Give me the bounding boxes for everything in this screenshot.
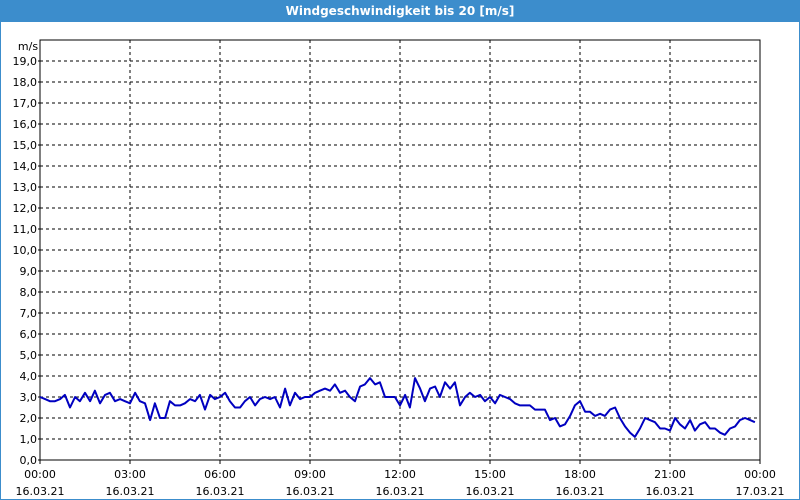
y-tick-label: 15,0 (13, 139, 38, 152)
x-tick-time: 00:00 (24, 468, 56, 481)
x-tick-date: 16.03.21 (556, 485, 605, 498)
y-tick-labels: 0,0 1,0 2,0 3,0 4,0 5,0 6,0 7,0 8,0 9,0 10,0 11,0 12… (13, 55, 40, 467)
y-tick-label: 3,0 (20, 391, 38, 404)
y-tick-label: 9,0 (20, 265, 38, 278)
x-tick-time: 09:00 (294, 468, 326, 481)
y-tick-label: 12,0 (13, 202, 38, 215)
y-tick-label: 4,0 (20, 370, 38, 383)
x-tick-time: 03:00 (114, 468, 146, 481)
y-tick-label: 1,0 (20, 433, 38, 446)
series-layer (39, 377, 756, 438)
x-tick-date: 16.03.21 (286, 485, 335, 498)
x-tick-time: 12:00 (384, 468, 416, 481)
x-tick-date: 16.03.21 (646, 485, 695, 498)
y-tick-label: 6,0 (20, 328, 38, 341)
chart-title: Windgeschwindigkeit bis 20 [m/s] (1, 1, 799, 22)
y-tick-label: 19,0 (13, 55, 38, 68)
x-tick-date: 16.03.21 (466, 485, 515, 498)
y-tick-label: 2,0 (20, 412, 38, 425)
x-tick-date: 16.03.21 (196, 485, 245, 498)
y-tick-label: 10,0 (13, 244, 38, 257)
x-tick-time: 15:00 (474, 468, 506, 481)
y-tick-label: 13,0 (13, 181, 38, 194)
x-tick-labels: 00:00 16.03.21 03:00 16.03.21 06:00 16.03.21 0… (16, 460, 785, 498)
x-tick-date: 17.03.21 (736, 485, 785, 498)
y-tick-label: 7,0 (20, 307, 38, 320)
x-tick-date: 16.03.21 (16, 485, 65, 498)
y-tick-label: 14,0 (13, 160, 38, 173)
grid-lines (40, 40, 760, 460)
x-tick-time: 06:00 (204, 468, 236, 481)
x-tick-time: 18:00 (564, 468, 596, 481)
y-tick-label: 17,0 (13, 97, 38, 110)
x-tick-date: 16.03.21 (376, 485, 425, 498)
y-tick-label: 8,0 (20, 286, 38, 299)
y-tick-label: 11,0 (13, 223, 38, 236)
x-tick-date: 16.03.21 (106, 485, 155, 498)
wind-speed-line (39, 377, 756, 438)
y-tick-label: 16,0 (13, 118, 38, 131)
y-axis-label: m/s (18, 40, 38, 53)
y-tick-label: 18,0 (13, 76, 38, 89)
y-tick-label: 0,0 (20, 454, 38, 467)
x-tick-time: 21:00 (654, 468, 686, 481)
y-tick-label: 5,0 (20, 349, 38, 362)
x-tick-time: 00:00 (744, 468, 776, 481)
